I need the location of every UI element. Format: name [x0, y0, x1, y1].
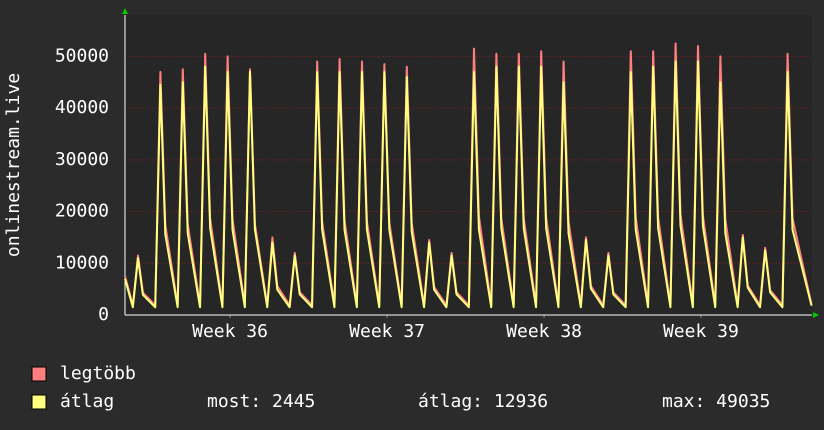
- y-tick-label: 50000: [55, 45, 109, 66]
- stat: most: 2445: [207, 391, 315, 412]
- stat: max: 49035: [662, 391, 770, 412]
- y-tick-label: 30000: [55, 149, 109, 170]
- legend-label: legtöbb: [60, 363, 136, 384]
- y-tick-label: 10000: [55, 252, 109, 273]
- legend-label: átlag: [60, 391, 114, 412]
- y-tick-label: 0: [98, 304, 109, 325]
- legend-swatch: [31, 366, 47, 382]
- y-tick-label: 20000: [55, 201, 109, 222]
- legend-swatch: [31, 394, 47, 410]
- x-tick-label: Week 39: [663, 321, 739, 342]
- x-tick-label: Week 37: [349, 321, 425, 342]
- x-tick-label: Week 36: [192, 321, 268, 342]
- x-tick-label: Week 38: [506, 321, 582, 342]
- y-tick-label: 40000: [55, 97, 109, 118]
- y-axis-label: onlinestream.live: [3, 73, 24, 257]
- axis-arrow: [813, 312, 819, 318]
- series-line: [124, 60, 813, 309]
- axis-arrow: [122, 8, 128, 14]
- stat: átlag: 12936: [418, 391, 548, 412]
